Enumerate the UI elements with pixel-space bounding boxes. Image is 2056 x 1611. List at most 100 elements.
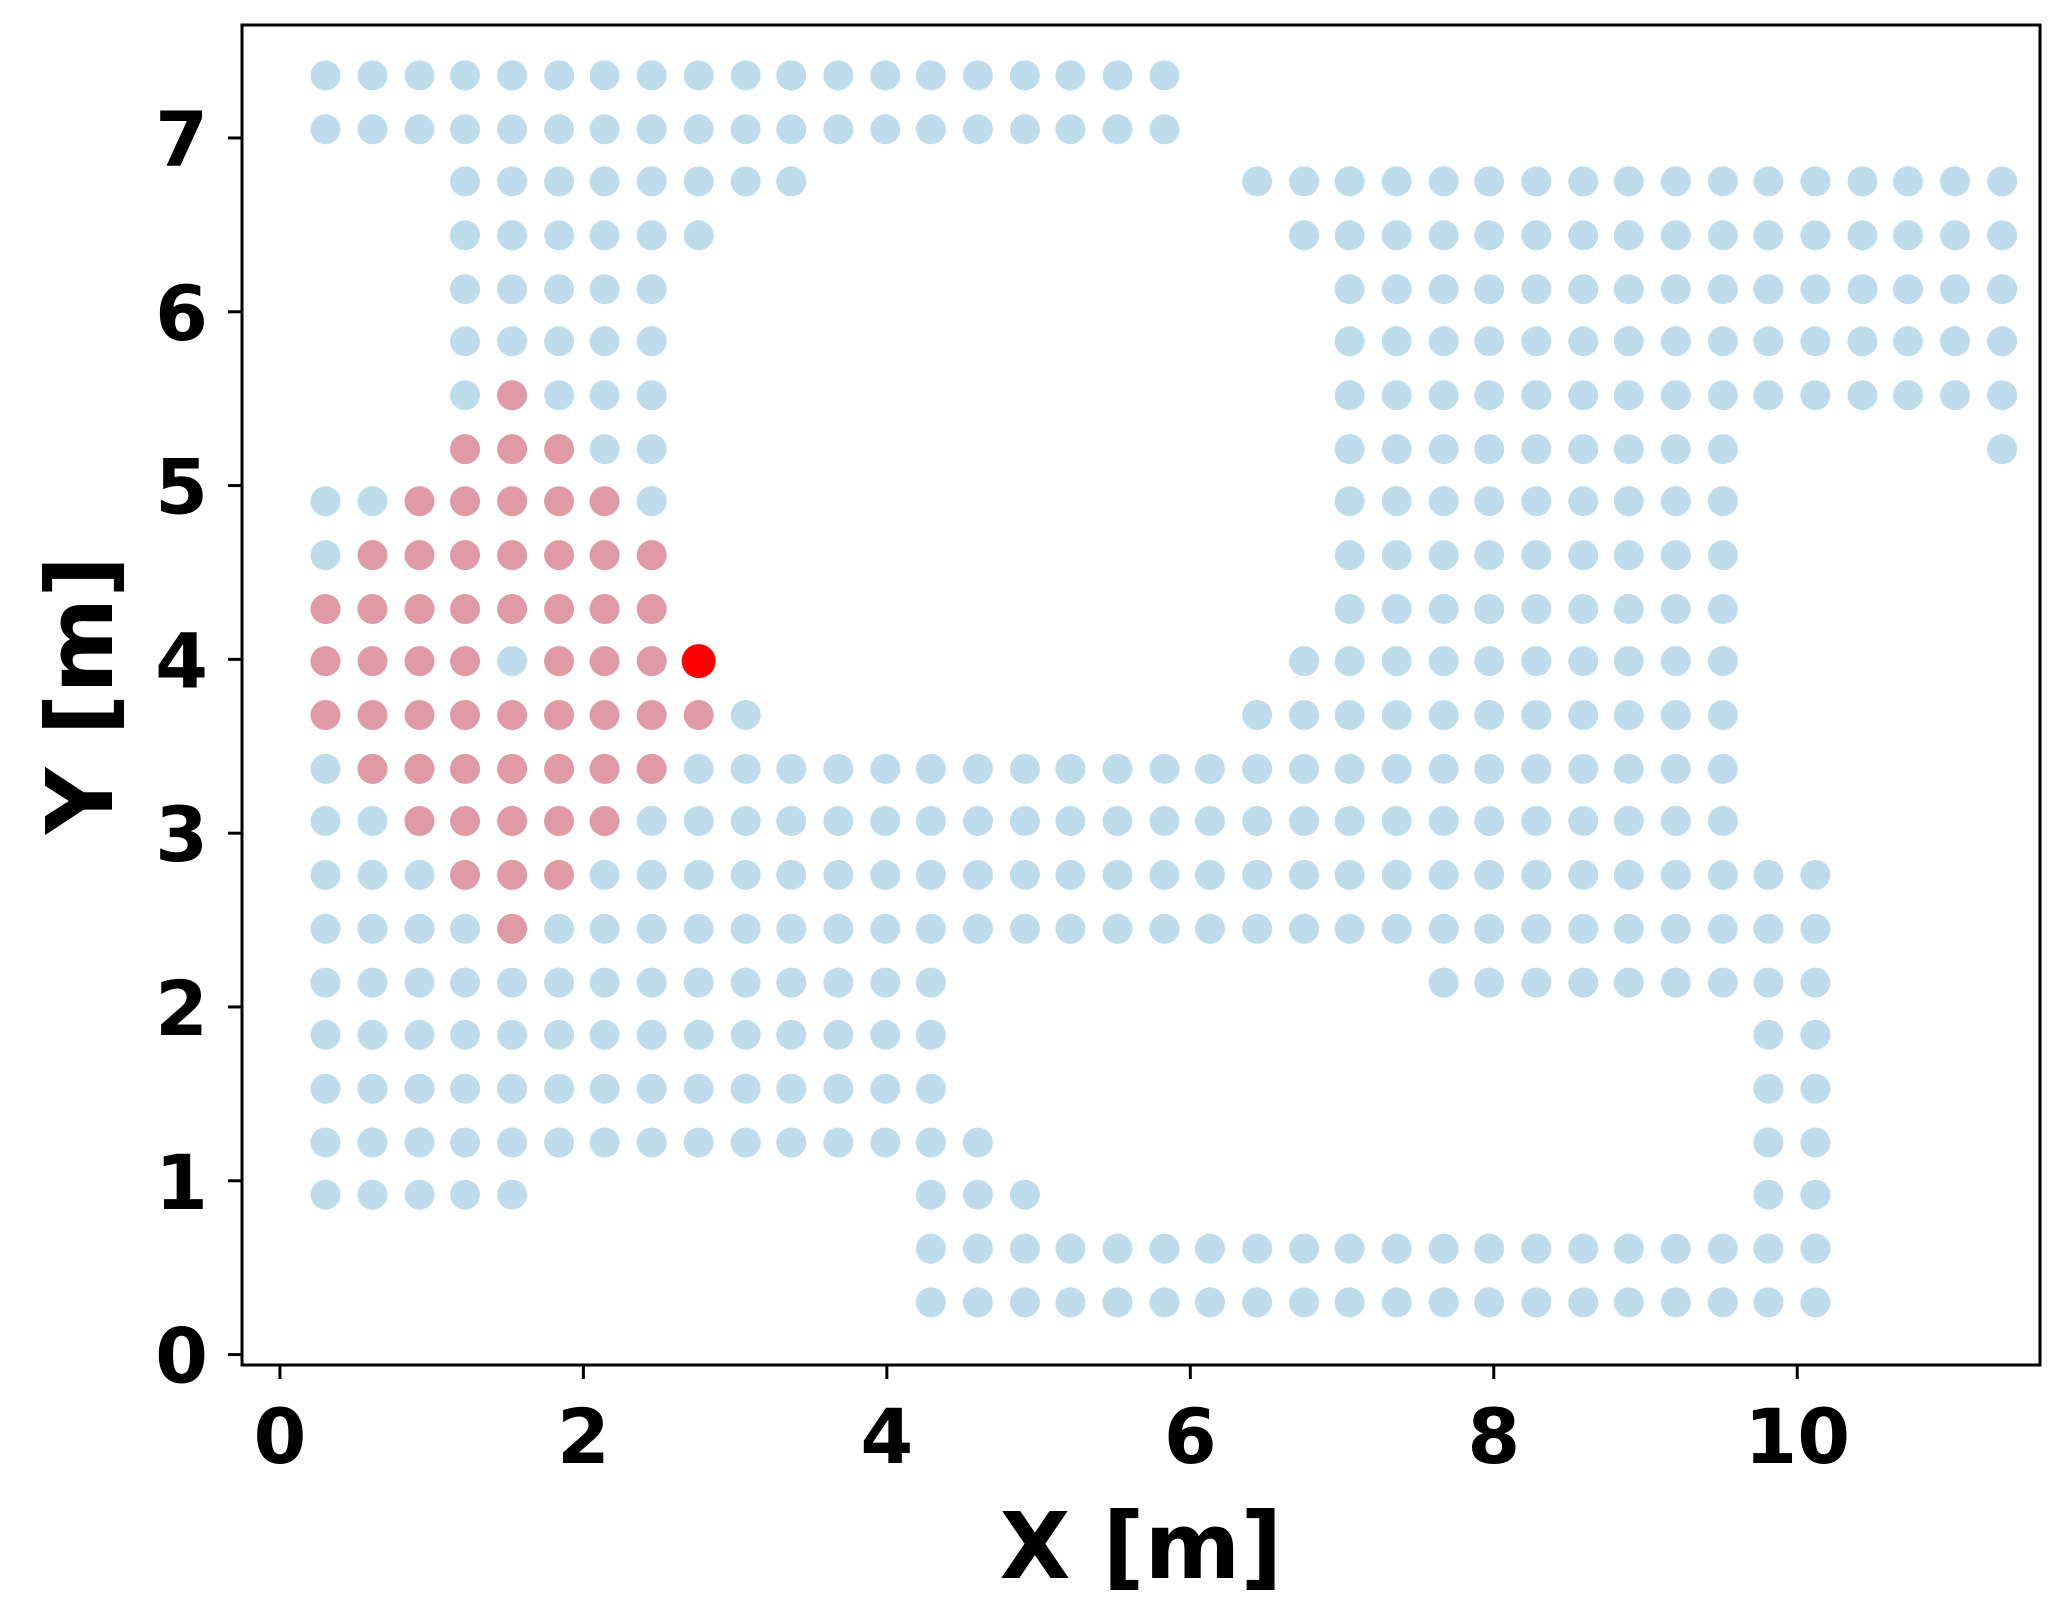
grid-point xyxy=(497,220,528,251)
grid-point xyxy=(1149,859,1180,890)
grid-point xyxy=(1613,326,1644,357)
grid-point xyxy=(1660,434,1691,465)
grid-point xyxy=(1568,540,1599,571)
grid-point xyxy=(823,114,854,145)
neighborhood-point xyxy=(310,646,341,677)
grid-point xyxy=(1800,220,1831,251)
grid-point xyxy=(1428,486,1459,517)
grid-point xyxy=(730,1019,761,1050)
grid-point xyxy=(544,166,575,197)
grid-point xyxy=(636,1073,667,1104)
grid-point xyxy=(450,166,480,197)
grid-point xyxy=(1707,540,1738,571)
grid-point xyxy=(450,60,480,91)
grid-point xyxy=(823,859,854,890)
grid-point xyxy=(683,220,714,251)
grid-point xyxy=(1800,166,1831,197)
grid-point xyxy=(1334,594,1365,624)
grid-point xyxy=(1613,166,1644,197)
grid-point xyxy=(1242,1233,1273,1264)
grid-point xyxy=(1800,274,1831,305)
grid-point xyxy=(1428,166,1459,197)
grid-point xyxy=(915,859,946,890)
grid-point xyxy=(1568,326,1599,357)
grid-point xyxy=(776,166,807,197)
grid-point xyxy=(1428,380,1459,411)
neighborhood-point xyxy=(404,486,435,517)
grid-point xyxy=(544,967,575,998)
neighborhood-point xyxy=(497,700,528,730)
grid-point xyxy=(1334,859,1365,890)
grid-point xyxy=(1195,1287,1225,1318)
grid-point xyxy=(310,913,341,944)
grid-point xyxy=(1102,859,1133,890)
grid-point xyxy=(962,806,993,836)
grid-point xyxy=(1289,646,1320,677)
grid-point xyxy=(1800,326,1831,357)
grid-point xyxy=(589,274,620,305)
neighborhood-point xyxy=(544,806,575,836)
grid-point xyxy=(1289,700,1320,730)
grid-point xyxy=(1055,753,1086,784)
grid-point xyxy=(544,326,575,357)
grid-point xyxy=(1428,1287,1459,1318)
grid-point xyxy=(1474,1287,1505,1318)
grid-point xyxy=(450,326,480,357)
grid-point xyxy=(450,1019,480,1050)
grid-point xyxy=(497,166,528,197)
grid-point xyxy=(823,1127,854,1158)
grid-point xyxy=(1009,114,1040,145)
grid-point xyxy=(1521,913,1552,944)
grid-point xyxy=(915,1019,946,1050)
neighborhood-point xyxy=(357,594,388,624)
grid-point xyxy=(730,967,761,998)
y-tick-label: 1 xyxy=(155,1138,208,1227)
grid-point xyxy=(1753,380,1784,411)
neighborhood-point xyxy=(497,753,528,784)
grid-point xyxy=(962,1179,993,1210)
grid-point xyxy=(730,114,761,145)
grid-point xyxy=(1660,859,1691,890)
grid-point xyxy=(404,1179,435,1210)
grid-point xyxy=(1102,806,1133,836)
grid-point xyxy=(776,1073,807,1104)
grid-point xyxy=(962,859,993,890)
grid-point xyxy=(1242,700,1273,730)
neighborhood-point xyxy=(450,859,480,890)
grid-point xyxy=(730,859,761,890)
grid-point xyxy=(1102,913,1133,944)
grid-point xyxy=(1381,700,1412,730)
grid-point xyxy=(544,913,575,944)
grid-point xyxy=(683,114,714,145)
neighborhood-point xyxy=(636,646,667,677)
grid-point xyxy=(497,114,528,145)
grid-point xyxy=(1055,806,1086,836)
neighborhood-point xyxy=(404,806,435,836)
grid-point xyxy=(1381,540,1412,571)
grid-point xyxy=(1474,967,1505,998)
grid-point xyxy=(1334,434,1365,465)
grid-point xyxy=(1289,1233,1320,1264)
grid-point xyxy=(497,1019,528,1050)
grid-point xyxy=(1334,540,1365,571)
grid-point xyxy=(544,60,575,91)
grid-point xyxy=(1568,594,1599,624)
grid-point xyxy=(1381,859,1412,890)
grid-point xyxy=(1289,220,1320,251)
grid-point xyxy=(1289,913,1320,944)
neighborhood-point xyxy=(497,859,528,890)
grid-point xyxy=(1660,166,1691,197)
neighborhood-point xyxy=(589,646,620,677)
grid-point xyxy=(1195,1233,1225,1264)
grid-point xyxy=(1568,700,1599,730)
grid-point xyxy=(823,967,854,998)
x-tick-label: 10 xyxy=(1744,1392,1850,1481)
grid-point xyxy=(1474,913,1505,944)
grid-point xyxy=(450,274,480,305)
neighborhood-point xyxy=(589,594,620,624)
neighborhood-point xyxy=(404,646,435,677)
grid-point xyxy=(1568,486,1599,517)
grid-point xyxy=(1428,753,1459,784)
grid-point xyxy=(1613,1287,1644,1318)
